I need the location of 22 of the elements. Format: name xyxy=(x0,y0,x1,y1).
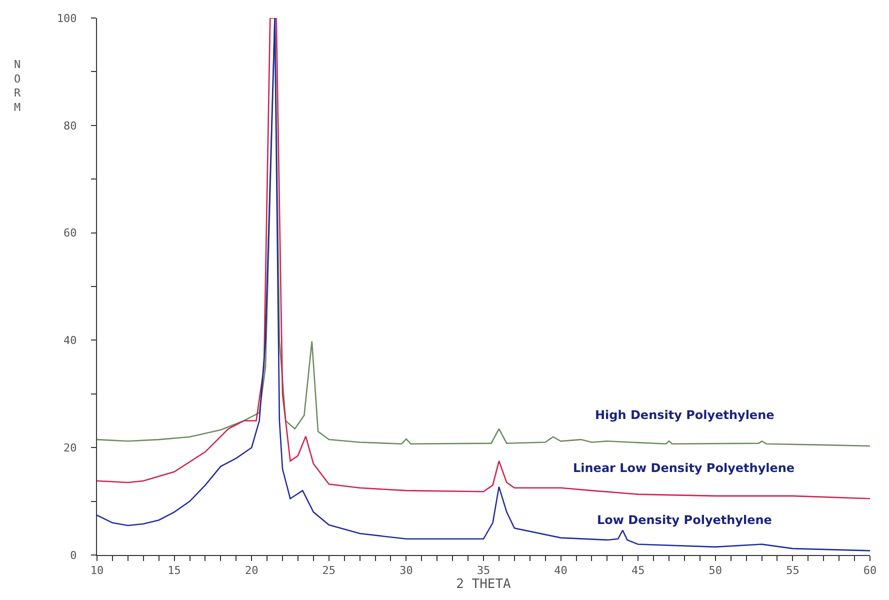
y-tick-label: 40 xyxy=(64,334,77,348)
y-tick-label: 100 xyxy=(56,12,77,25)
series-label: Low Density Polyethylene xyxy=(597,513,772,527)
x-tick-label: 50 xyxy=(708,564,722,578)
x-tick-label: 20 xyxy=(244,564,258,578)
y-tick-label: 20 xyxy=(64,441,77,454)
y-tick-label: 80 xyxy=(64,119,77,132)
x-tick-label: 10 xyxy=(90,564,104,578)
x-tick-label: 15 xyxy=(168,564,181,578)
x-tick-label: 25 xyxy=(322,564,336,578)
x-tick-label: 60 xyxy=(863,564,877,578)
y-axis-title: NORM xyxy=(14,58,21,114)
x-tick-label: 45 xyxy=(631,564,645,578)
series-label: High Density Polyethylene xyxy=(595,408,774,422)
x-axis-title: 2 THETA xyxy=(456,577,512,592)
x-tick-label: 55 xyxy=(786,564,800,578)
series-label: Linear Low Density Polyethylene xyxy=(573,461,795,475)
y-tick-label: 60 xyxy=(64,226,77,240)
y-tick-label: 0 xyxy=(70,548,77,562)
x-tick-label: 35 xyxy=(476,564,490,578)
x-tick-label: 40 xyxy=(554,564,568,578)
x-tick-label: 30 xyxy=(400,564,413,578)
